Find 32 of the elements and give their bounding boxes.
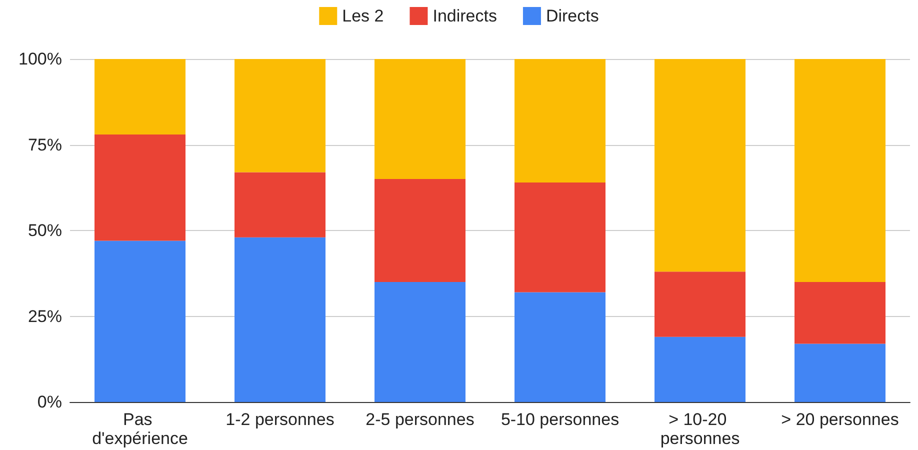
bar [514, 182, 606, 292]
x-tick-label: Pas d'expérience [92, 410, 188, 448]
y-tick-label: 0% [37, 392, 62, 412]
bar [374, 179, 466, 282]
x-tick-label: 1-2 personnes [226, 410, 334, 429]
bar [94, 59, 186, 134]
bar [94, 134, 186, 241]
legend-label: Les 2 [342, 6, 384, 26]
y-tick-label: 25% [28, 306, 62, 326]
bar [514, 292, 606, 402]
y-tick-label: 50% [28, 221, 62, 240]
bar [654, 336, 746, 402]
bar [234, 59, 326, 172]
bar [514, 59, 606, 182]
bar [94, 240, 186, 402]
bar [234, 237, 326, 402]
bar [374, 282, 466, 402]
bar [654, 59, 746, 272]
x-tick-label: > 10-20 personnes [660, 410, 740, 448]
x-tick-label: 5-10 personnes [500, 410, 620, 429]
bar [794, 59, 886, 282]
legend-label: Indirects [432, 6, 497, 26]
bar [374, 59, 466, 180]
y-tick-label: 100% [18, 50, 62, 68]
bar [794, 344, 886, 402]
bar [654, 272, 746, 337]
x-tick-label: 2-5 personnes [366, 410, 474, 429]
y-tick-label: 75% [28, 135, 62, 154]
bar [234, 172, 326, 238]
x-tick-label: > 20 personnes [781, 410, 899, 429]
bar [794, 282, 886, 344]
legend-label: Directs [546, 6, 599, 26]
